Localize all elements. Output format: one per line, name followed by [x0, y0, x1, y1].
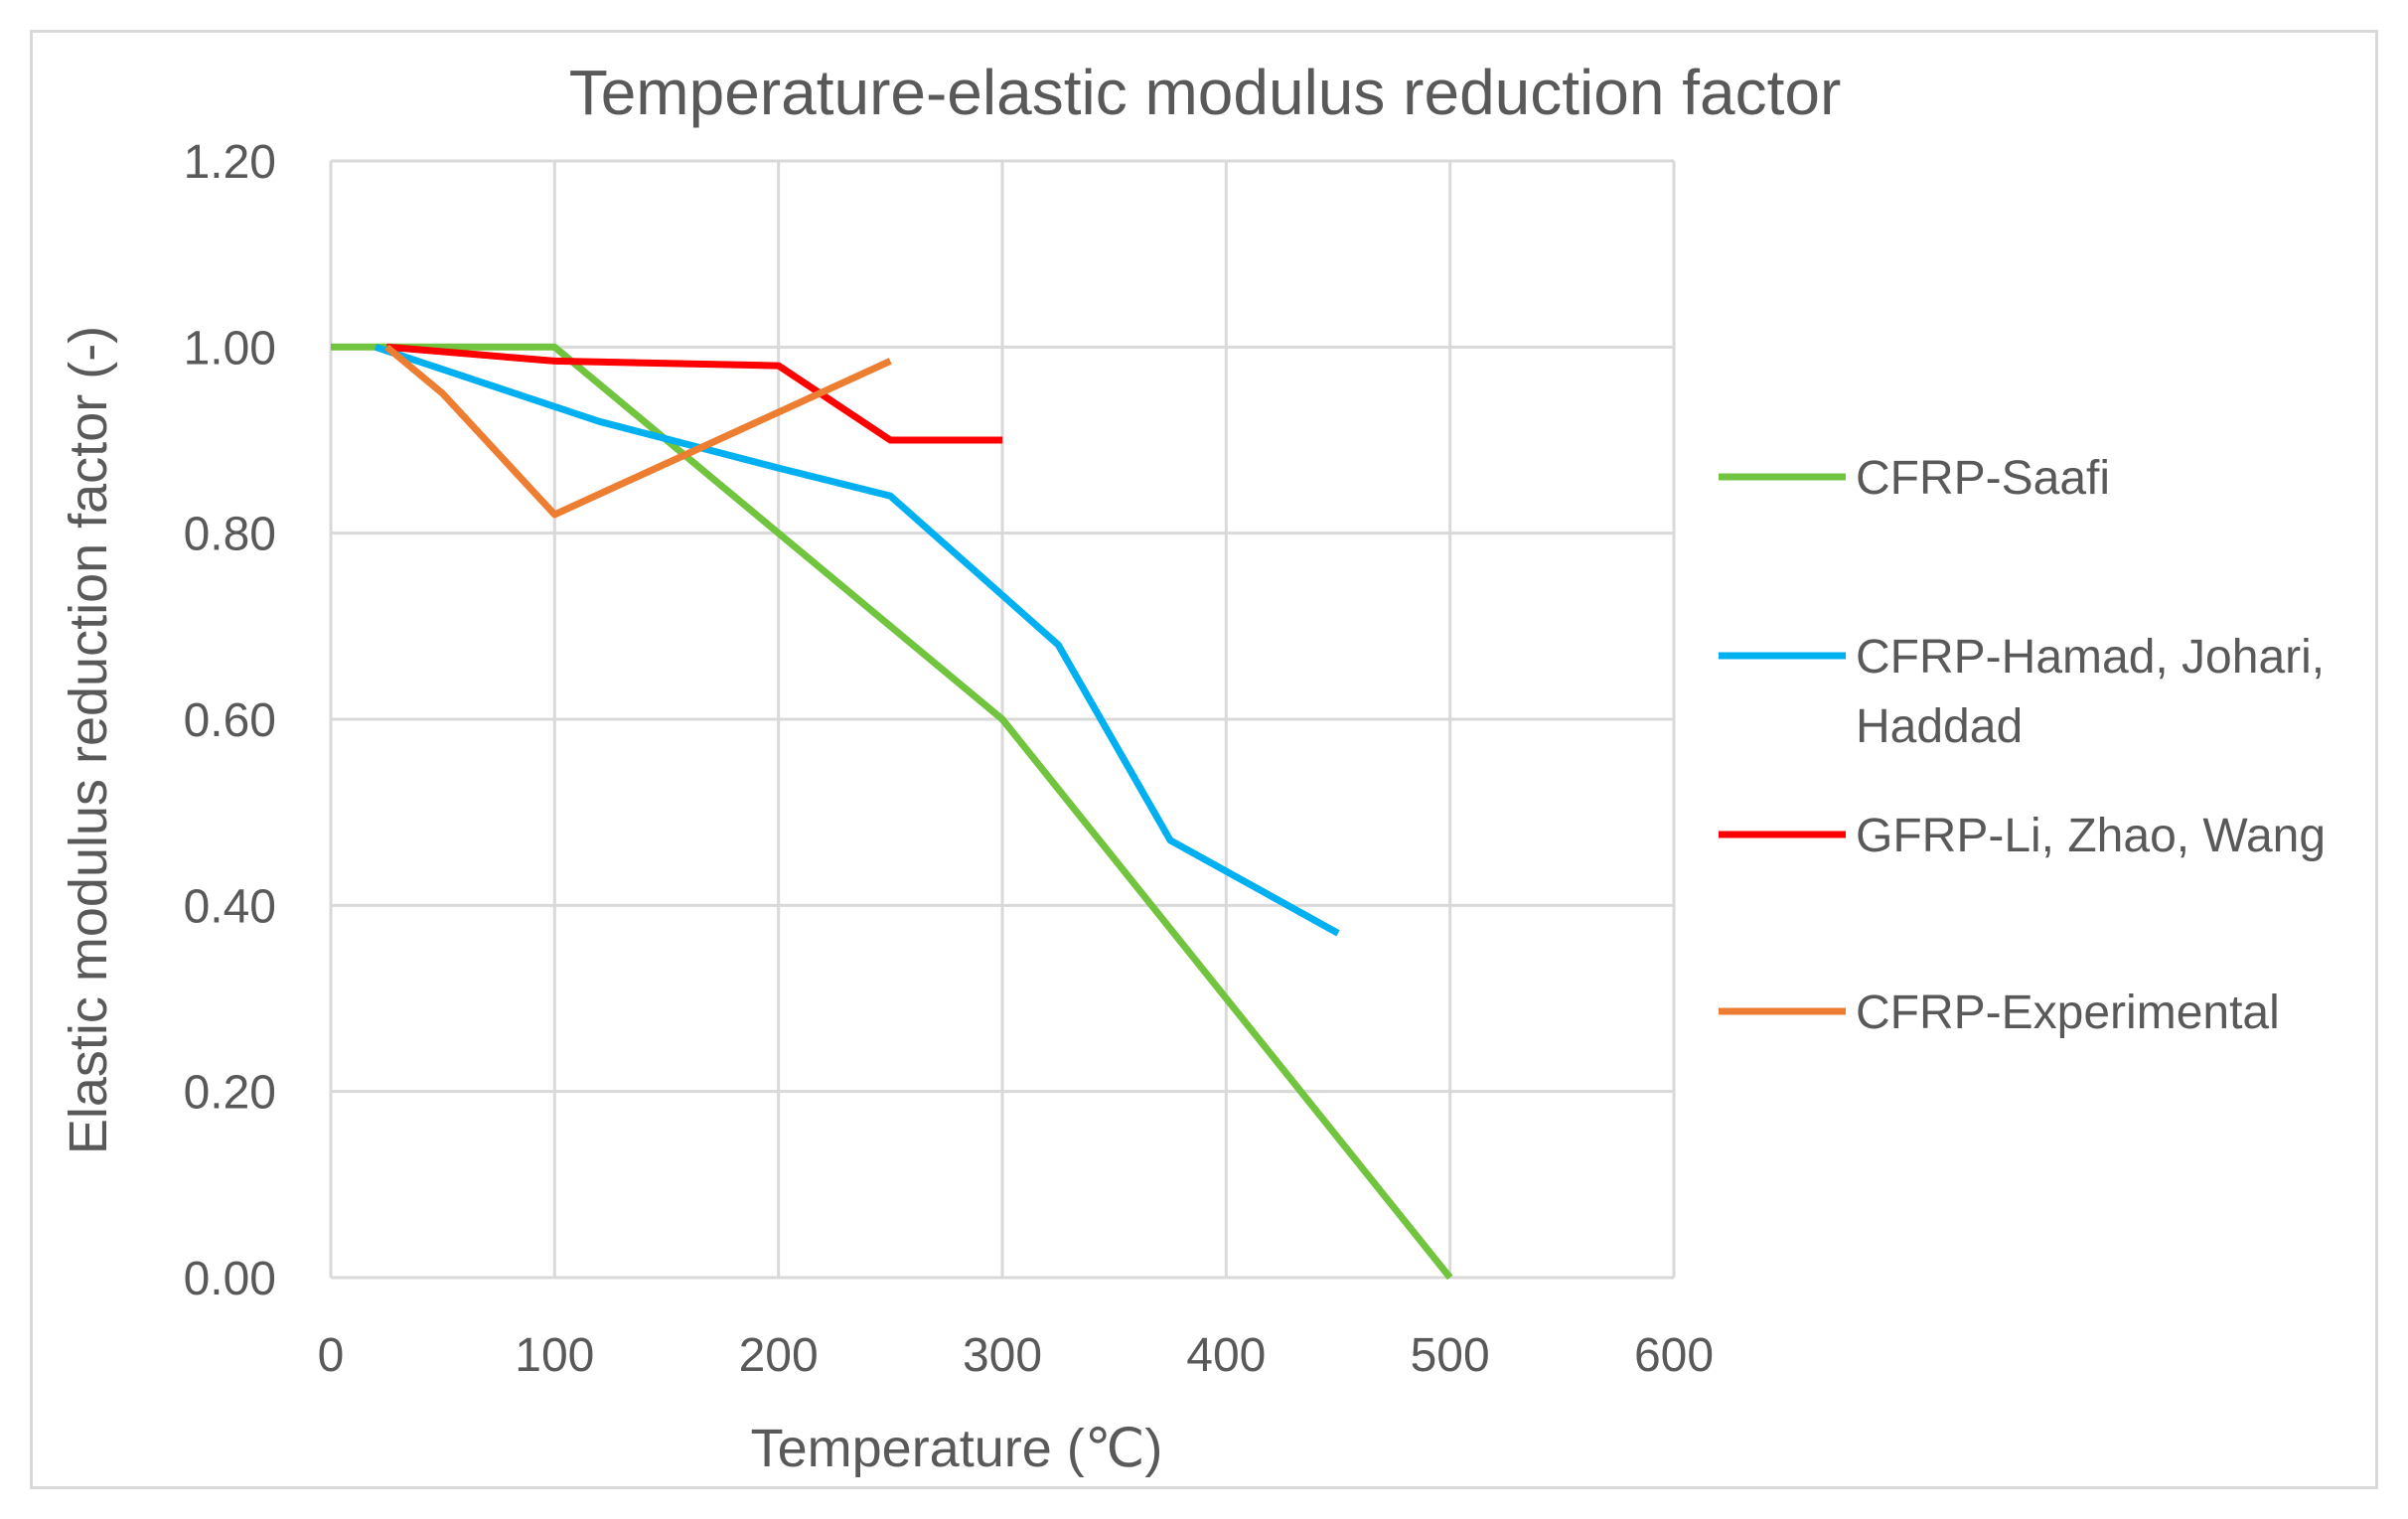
legend-label: CFRP-Saafi: [1856, 452, 2110, 505]
series-line-4: [384, 344, 892, 519]
series-line-3: [386, 343, 1002, 444]
legend[interactable]: CFRP-Saafi CFRP-Hamad, Johari, Haddad GFRP-…: [1719, 452, 2326, 1039]
y-tick-label: 1.00: [184, 322, 276, 375]
legend-label: CFRP-Experimental: [1856, 987, 2280, 1039]
y-tick-label: 0.20: [184, 1067, 276, 1120]
series-line-1: [331, 343, 1453, 1281]
y-tick-label: 0.80: [184, 509, 276, 561]
x-axis-tick-labels: 0 100 200 300 400 500 600: [318, 1329, 1714, 1382]
x-tick-label: 300: [963, 1329, 1042, 1382]
legend-item[interactable]: CFRP-Experimental: [1719, 987, 2280, 1039]
series-lines: [331, 343, 1453, 1281]
y-tick-label: 0.60: [184, 694, 276, 747]
y-axis-tick-labels: 0.00 0.20 0.40 0.60 0.80 1.00 1.20: [184, 136, 276, 1305]
x-tick-label: 200: [739, 1329, 819, 1382]
x-tick-label: 600: [1634, 1329, 1714, 1382]
x-tick-label: 500: [1411, 1329, 1490, 1382]
y-axis-title: Elastic modulus reduction factor (-): [59, 326, 118, 1154]
chart-title: Temperature-elastic modulus reduction fa…: [569, 57, 1842, 128]
x-axis-title: Temperature (℃): [751, 1419, 1163, 1478]
y-tick-label: 1.20: [184, 136, 276, 189]
x-tick-label: 0: [318, 1329, 345, 1382]
y-tick-label: 0.00: [184, 1253, 276, 1305]
legend-label: GFRP-Li, Zhao, Wang: [1856, 810, 2326, 862]
legend-label: Haddad: [1856, 700, 2023, 753]
legend-item[interactable]: CFRP-Hamad, Johari, Haddad: [1719, 631, 2325, 753]
chart-frame: [30, 30, 2378, 1489]
legend-item[interactable]: GFRP-Li, Zhao, Wang: [1719, 810, 2326, 862]
legend-item[interactable]: CFRP-Saafi: [1719, 452, 2110, 505]
legend-label: CFRP-Hamad, Johari,: [1856, 631, 2325, 684]
series-line-2: [374, 343, 1340, 937]
y-tick-label: 0.40: [184, 880, 276, 933]
x-tick-label: 400: [1186, 1329, 1266, 1382]
x-tick-label: 100: [515, 1329, 594, 1382]
